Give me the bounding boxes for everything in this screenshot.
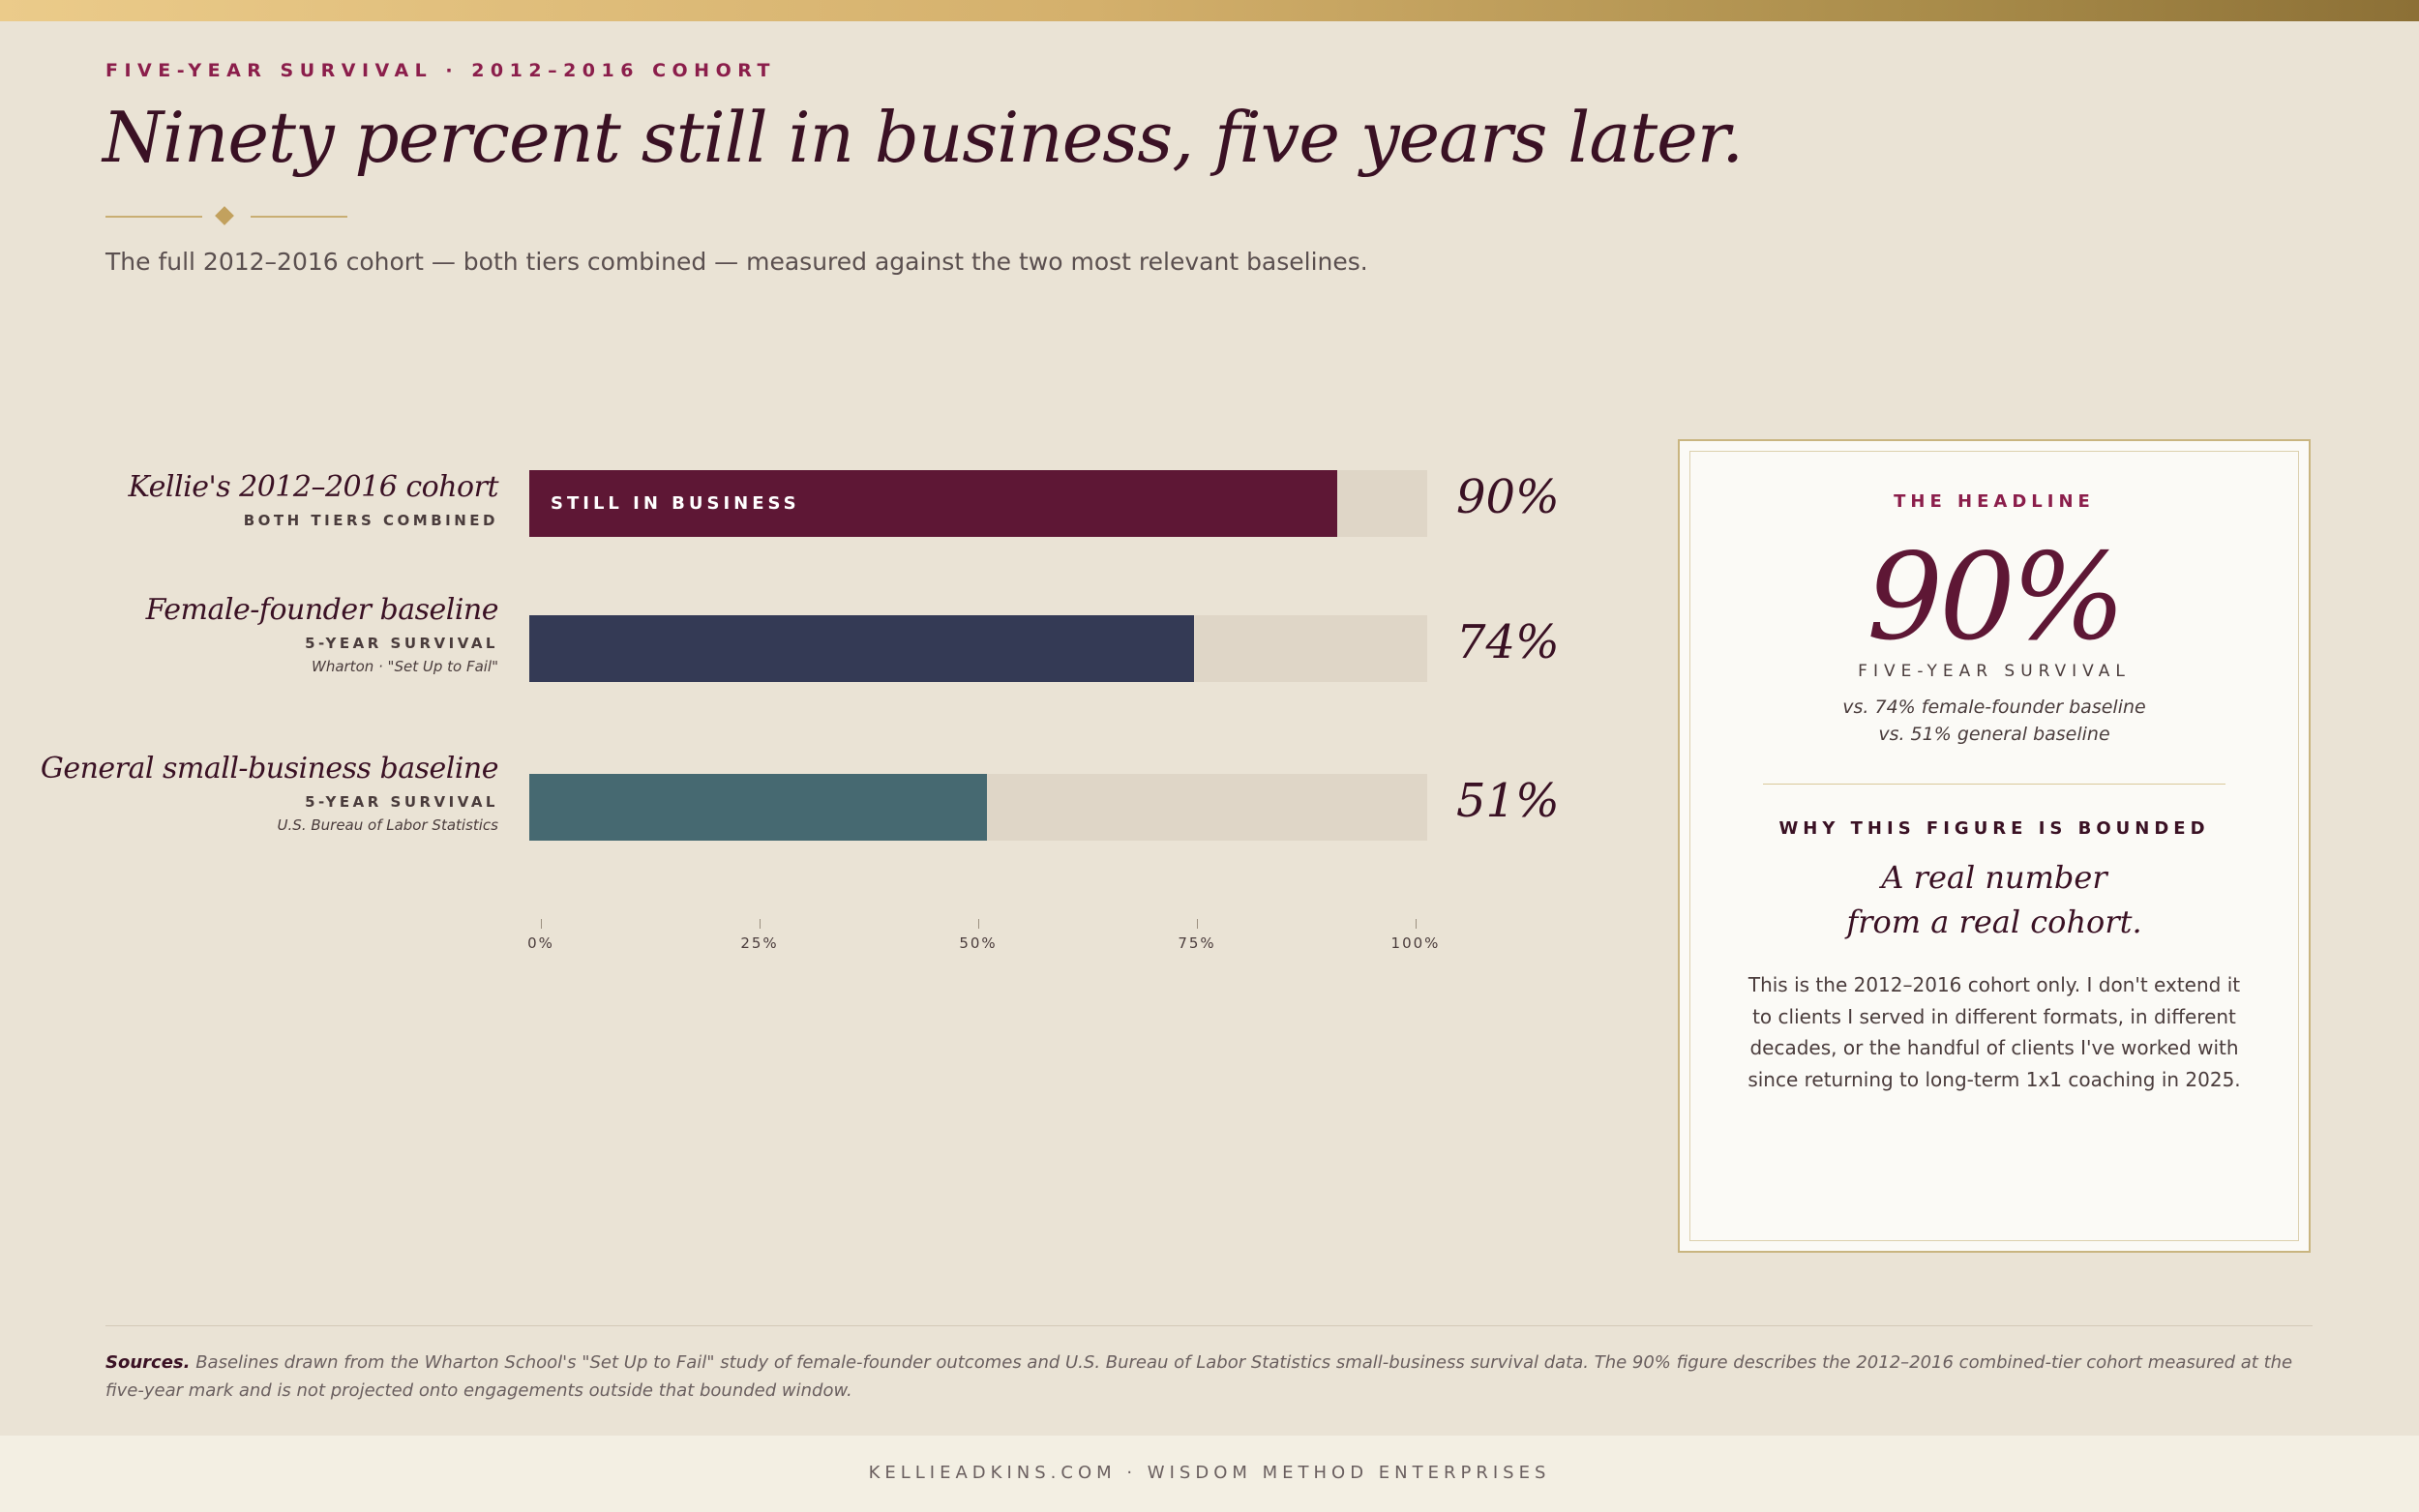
survival-bar-chart: Kellie's 2012–2016 cohort BOTH TIERS COM…: [0, 435, 1645, 977]
bar: [529, 615, 1194, 682]
diamond-icon: [215, 206, 234, 225]
x-tick: [760, 919, 761, 929]
value-label: 74%: [1456, 615, 1560, 669]
top-accent-bar: [0, 0, 2419, 21]
divider-line-left: [105, 216, 202, 218]
sources-text: Baselines drawn from the Wharton School'…: [105, 1352, 2293, 1401]
value-label: 90%: [1456, 470, 1560, 524]
row-source: Wharton · "Set Up to Fail": [311, 658, 498, 675]
comparison-line-2: vs. 51% general baseline: [1878, 724, 2110, 745]
row-sub: BOTH TIERS COMBINED: [243, 512, 498, 529]
divider-line-right: [251, 216, 347, 218]
x-tick: [978, 919, 979, 929]
card-quote-line-1: A real number: [1881, 859, 2107, 896]
x-tick-label: 75%: [1178, 934, 1216, 952]
row-name: Female-founder baseline: [145, 593, 499, 627]
card-body: This is the 2012–2016 cohort only. I don…: [1747, 973, 2241, 1091]
card-inner-border: [1689, 451, 2299, 1241]
x-tick-label: 25%: [740, 934, 779, 952]
value-label: 51%: [1456, 774, 1560, 828]
card-eyebrow-secondary: WHY THIS FIGURE IS BOUNDED: [1778, 818, 2210, 839]
x-tick: [541, 919, 542, 929]
ornament-divider: [105, 205, 347, 228]
page-subtitle: The full 2012–2016 cohort — both tiers c…: [105, 248, 1368, 276]
row-label: Kellie's 2012–2016 cohort BOTH TIERS COM…: [128, 470, 499, 529]
card-quote-line-2: from a real cohort.: [1846, 904, 2142, 940]
row-label: Female-founder baseline 5-YEAR SURVIVAL …: [145, 593, 499, 675]
card-divider: [1763, 784, 2225, 785]
x-tick-label: 0%: [527, 934, 554, 952]
x-tick-label: 50%: [959, 934, 998, 952]
comparison-line-1: vs. 74% female-founder baseline: [1842, 697, 2146, 718]
headline-card: THE HEADLINE 90% FIVE-YEAR SURVIVAL vs. …: [1678, 439, 2311, 1253]
x-tick: [1197, 919, 1198, 929]
card-eyebrow: THE HEADLINE: [1894, 491, 2095, 512]
row-source: U.S. Bureau of Labor Statistics: [277, 816, 498, 834]
footer-text: KELLIEADKINS.COM · WISDOM METHOD ENTERPR…: [868, 1463, 1551, 1483]
bar-label: STILL IN BUSINESS: [551, 493, 800, 514]
bar: STILL IN BUSINESS: [529, 470, 1338, 537]
bar: [529, 774, 988, 841]
row-label: General small-business baseline 5-YEAR S…: [40, 752, 499, 834]
sources-divider: [105, 1325, 2313, 1326]
x-tick-label: 100%: [1390, 934, 1441, 952]
headline-value: 90%: [1867, 528, 2126, 667]
bar-track: [529, 615, 1427, 682]
eyebrow: FIVE-YEAR SURVIVAL · 2012–2016 COHORT: [105, 60, 776, 81]
row-name: General small-business baseline: [40, 752, 499, 786]
bar-track: STILL IN BUSINESS: [529, 470, 1427, 537]
x-tick: [1416, 919, 1417, 929]
headline-label: FIVE-YEAR SURVIVAL: [1858, 662, 2131, 681]
sources-note: Sources. Baselines drawn from the Wharto…: [105, 1349, 2313, 1405]
row-sub: 5-YEAR SURVIVAL: [305, 635, 498, 652]
row-sub: 5-YEAR SURVIVAL: [305, 793, 498, 811]
bar-track: [529, 774, 1427, 841]
sources-lead: Sources.: [105, 1352, 191, 1373]
x-axis: 0% 25% 50% 75% 100%: [527, 919, 1438, 967]
footer: KELLIEADKINS.COM · WISDOM METHOD ENTERPR…: [0, 1436, 2419, 1512]
page-title: Ninety percent still in business, five y…: [103, 97, 1744, 178]
row-name: Kellie's 2012–2016 cohort: [128, 470, 499, 504]
